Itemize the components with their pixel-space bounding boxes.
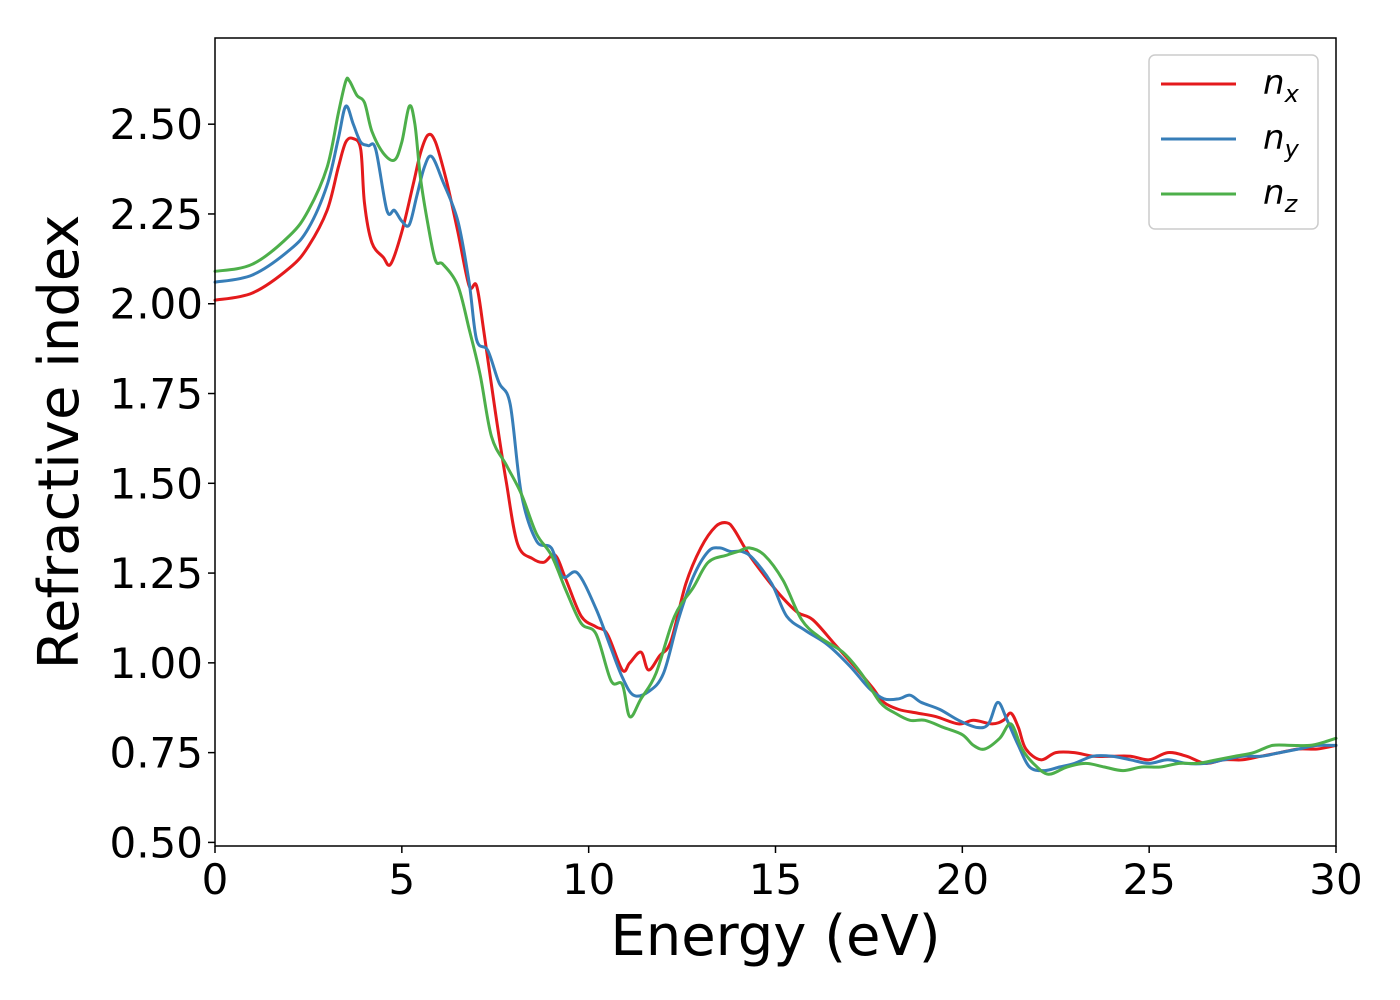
y-tick-label: 2.25 [109,190,203,239]
x-tick-label: 5 [388,855,415,904]
legend-label-y: ny [1263,118,1300,163]
y-tick-label: 0.75 [109,729,203,778]
series-layer [213,76,1338,776]
legend-label-x: nx [1263,63,1300,108]
y-axis-title: Refractive index [27,215,92,670]
ticks-layer: 0 5 10 15 20 25 30 0.50 0.75 1.00 1.25 1.50 1.75 2.00… [109,100,1362,904]
y-tick-label: 1.75 [109,370,203,419]
x-axis-title: Energy (eV) [610,904,940,969]
series-line-y [213,104,1338,773]
legend: nx ny nz [1148,54,1319,230]
legend-entries: nx ny nz [1161,63,1300,218]
legend-box [1148,54,1319,230]
y-tick-label: 1.25 [109,549,203,598]
series-line-z [213,76,1338,776]
y-tick-label: 1.00 [109,639,203,688]
y-tick-label: 2.50 [109,100,203,149]
x-tick-label: 15 [749,855,802,904]
x-tick-label: 25 [1122,855,1175,904]
legend-label-z: nz [1263,173,1299,218]
y-tick-label: 1.50 [109,459,203,508]
x-tick-label: 30 [1309,855,1362,904]
y-tick-label: 2.00 [109,280,203,329]
x-tick-label: 0 [202,855,229,904]
x-tick-label: 20 [936,855,989,904]
x-tick-label: 10 [562,855,615,904]
y-tick-label: 0.50 [109,818,203,867]
